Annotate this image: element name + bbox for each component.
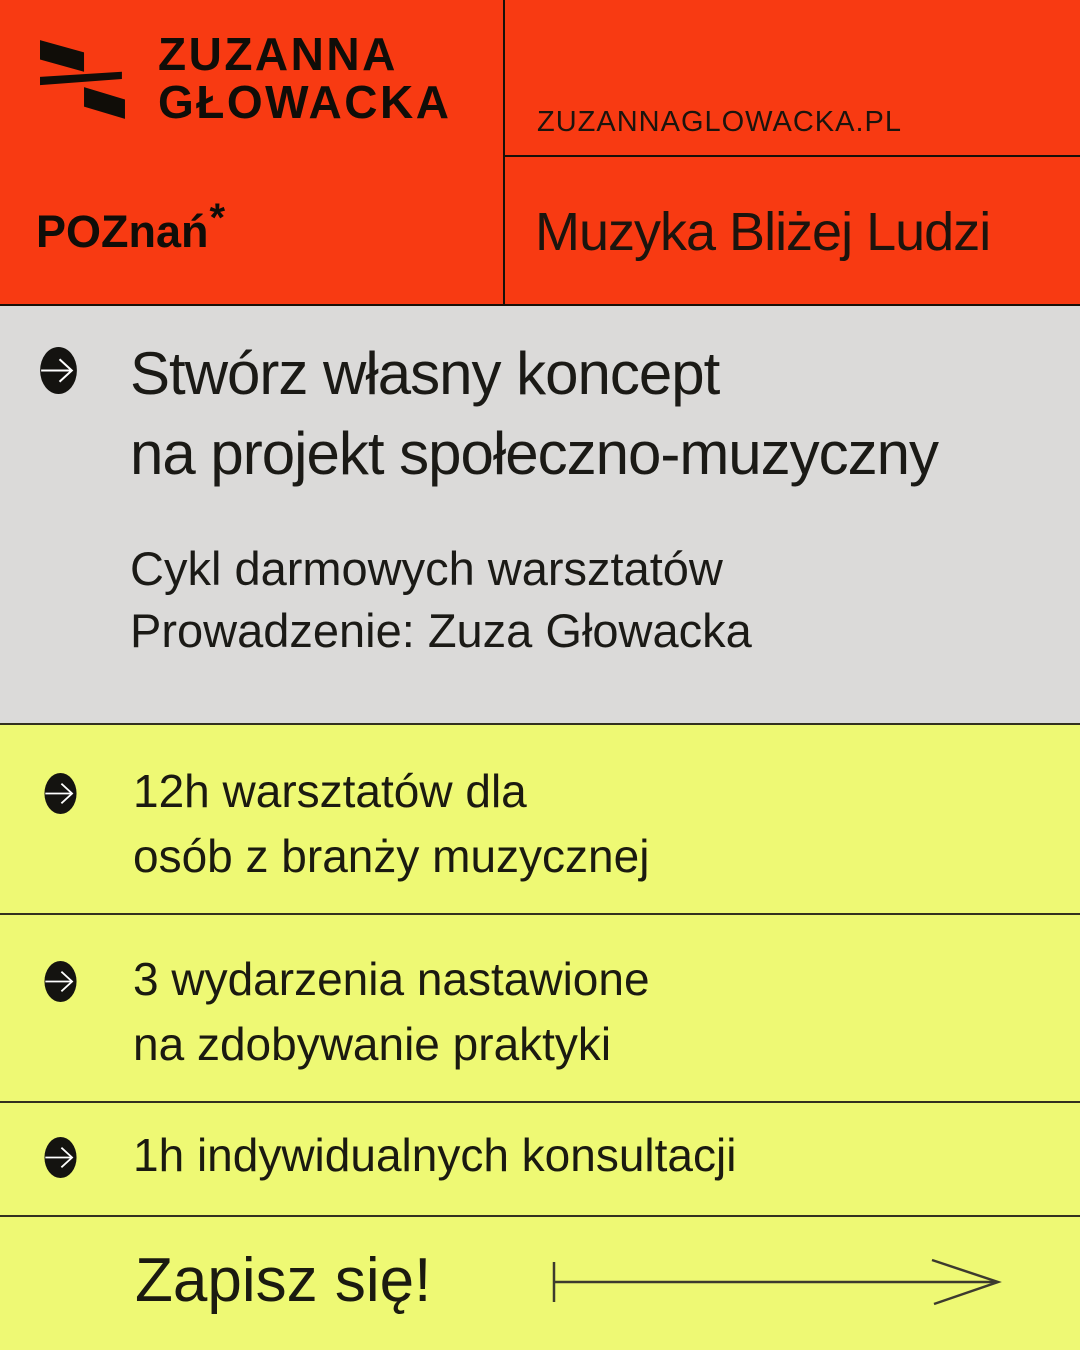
brand-line2: GŁOWACKA: [158, 76, 452, 128]
feature-line1: 3 wydarzenia nastawione: [133, 953, 650, 1005]
circle-arrow-right-icon: [40, 347, 77, 394]
hero-text: Stwórz własny koncept na projekt społecz…: [130, 334, 939, 662]
hero-subtitle: Cykl darmowych warsztatów Prowadzenie: Z…: [130, 538, 938, 662]
circle-arrow-right-icon: [44, 961, 77, 1002]
hero-section: Stwórz własny koncept na projekt społecz…: [0, 306, 1080, 723]
feature-row-events: 3 wydarzenia nastawione na zdobywanie pr…: [0, 913, 1080, 1101]
feature-line2: na zdobywanie praktyki: [133, 1018, 612, 1070]
feature-text: 12h warsztatów dla osób z branży muzyczn…: [133, 759, 649, 889]
brand-wordmark: ZUZANNA GŁOWACKA: [158, 30, 451, 126]
cta-section: Zapisz się!: [0, 1215, 1080, 1350]
feature-line2: osób z branży muzycznej: [133, 830, 650, 882]
long-arrow-right-icon[interactable]: [550, 1253, 1002, 1311]
hero-title-line2: na projekt społeczno-muzyczny: [130, 420, 939, 487]
circle-arrow-right-icon: [44, 1137, 77, 1178]
feature-text: 1h indywidualnych konsultacji: [133, 1123, 736, 1188]
brand-line1: ZUZANNA: [158, 28, 398, 80]
feature-row-workshops: 12h warsztatów dla osób z branży muzyczn…: [0, 723, 1080, 913]
poznan-logo-text: POZnań: [36, 206, 209, 257]
feature-row-consultations: 1h indywidualnych konsultacji: [0, 1101, 1080, 1215]
hero-subtitle-line1: Cykl darmowych warsztatów: [130, 542, 723, 595]
header-right-column: ZUZANNAGLOWACKA.PL Muzyka Bliżej Ludzi: [503, 0, 1080, 306]
poznan-logo-asterisk-icon: *: [209, 196, 226, 240]
feature-text: 3 wydarzenia nastawione na zdobywanie pr…: [133, 947, 650, 1077]
hero-subtitle-line2: Prowadzenie: Zuza Głowacka: [130, 604, 752, 657]
poznan-city-logo: POZnań*: [36, 196, 225, 258]
header: ZUZANNA GŁOWACKA POZnań* ZUZANNAGLOWACKA…: [0, 0, 1080, 306]
circle-arrow-right-icon: [44, 773, 77, 814]
hero-title-line1: Stwórz własny koncept: [130, 340, 720, 407]
zg-ribbon-logo-mark-icon: [40, 40, 125, 119]
hero-title: Stwórz własny koncept na projekt społecz…: [130, 334, 939, 494]
signup-cta-button[interactable]: Zapisz się!: [135, 1246, 432, 1315]
program-title: Muzyka Bliżej Ludzi: [535, 202, 991, 262]
website-link[interactable]: ZUZANNAGLOWACKA.PL: [505, 0, 1080, 157]
feature-line1: 1h indywidualnych konsultacji: [133, 1129, 737, 1181]
feature-line1: 12h warsztatów dla: [133, 765, 527, 817]
